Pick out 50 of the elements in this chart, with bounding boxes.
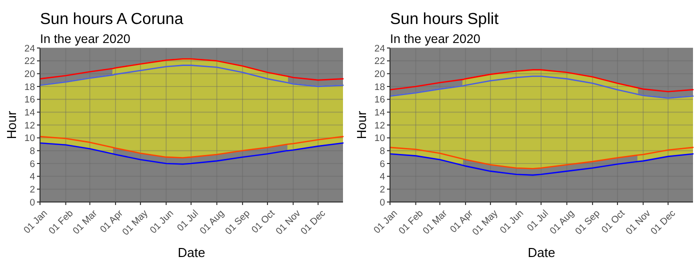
y-tick-label: 12 [374, 120, 385, 132]
y-tick-label: 24 [374, 43, 385, 54]
x-tick-label: 01 Jan [372, 208, 400, 236]
y-tick-label: 14 [374, 107, 385, 118]
y-tick-label: 4 [380, 172, 385, 183]
y-tick-label: 8 [380, 146, 385, 157]
line-series [389, 69, 694, 92]
y-tick-label: 10 [24, 133, 35, 144]
y-tick-label: 2 [380, 184, 385, 196]
line-series [39, 58, 344, 81]
chart-subtitle: In the year 2020 [40, 32, 130, 46]
chart-title: Sun hours A Coruna [40, 11, 184, 28]
line-series [389, 76, 694, 99]
x-tick-label: 01 Jun [498, 208, 526, 236]
y-tick-label: 6 [380, 158, 385, 170]
line-series [39, 142, 344, 165]
y-tick-label: 14 [24, 107, 35, 118]
y-tick-label: 12 [24, 120, 35, 132]
y-tick-label: 10 [374, 133, 385, 144]
y-tick-label: 16 [374, 94, 385, 106]
x-tick-label: 01 Dec [648, 208, 678, 238]
y-tick-label: 22 [24, 56, 35, 68]
y-tick-label: 8 [30, 146, 35, 157]
y-tick-label: 24 [24, 43, 35, 54]
y-axis-title: Hour [4, 110, 19, 140]
x-tick-label: 01 Jun [148, 208, 176, 236]
chart-subtitle: In the year 2020 [390, 32, 480, 46]
y-tick-label: 16 [24, 94, 35, 106]
y-tick-label: 22 [374, 56, 385, 68]
line-series [389, 153, 694, 176]
y-tick-label: 20 [374, 68, 385, 80]
y-tick-label: 2 [30, 184, 35, 196]
x-axis-title: Date [178, 245, 206, 260]
x-tick-label: 01 May [470, 208, 500, 238]
y-tick-label: 18 [374, 82, 385, 93]
x-tick-label: 01 May [120, 208, 150, 238]
y-axis-title: Hour [354, 110, 369, 140]
x-tick-label: 01 Dec [298, 208, 328, 238]
y-tick-label: 0 [380, 197, 385, 208]
y-tick-label: 4 [30, 172, 35, 183]
y-tick-label: 0 [30, 197, 35, 208]
y-tick-label: 6 [30, 158, 35, 170]
chart-title: Sun hours Split [390, 11, 500, 28]
line-series [389, 146, 694, 170]
y-tick-label: 18 [24, 82, 35, 93]
y-tick-label: 20 [24, 68, 35, 80]
x-tick-label: 01 Jan [22, 208, 50, 236]
x-axis-title: Date [528, 245, 556, 260]
line-series [39, 136, 344, 158]
line-series [39, 64, 344, 88]
